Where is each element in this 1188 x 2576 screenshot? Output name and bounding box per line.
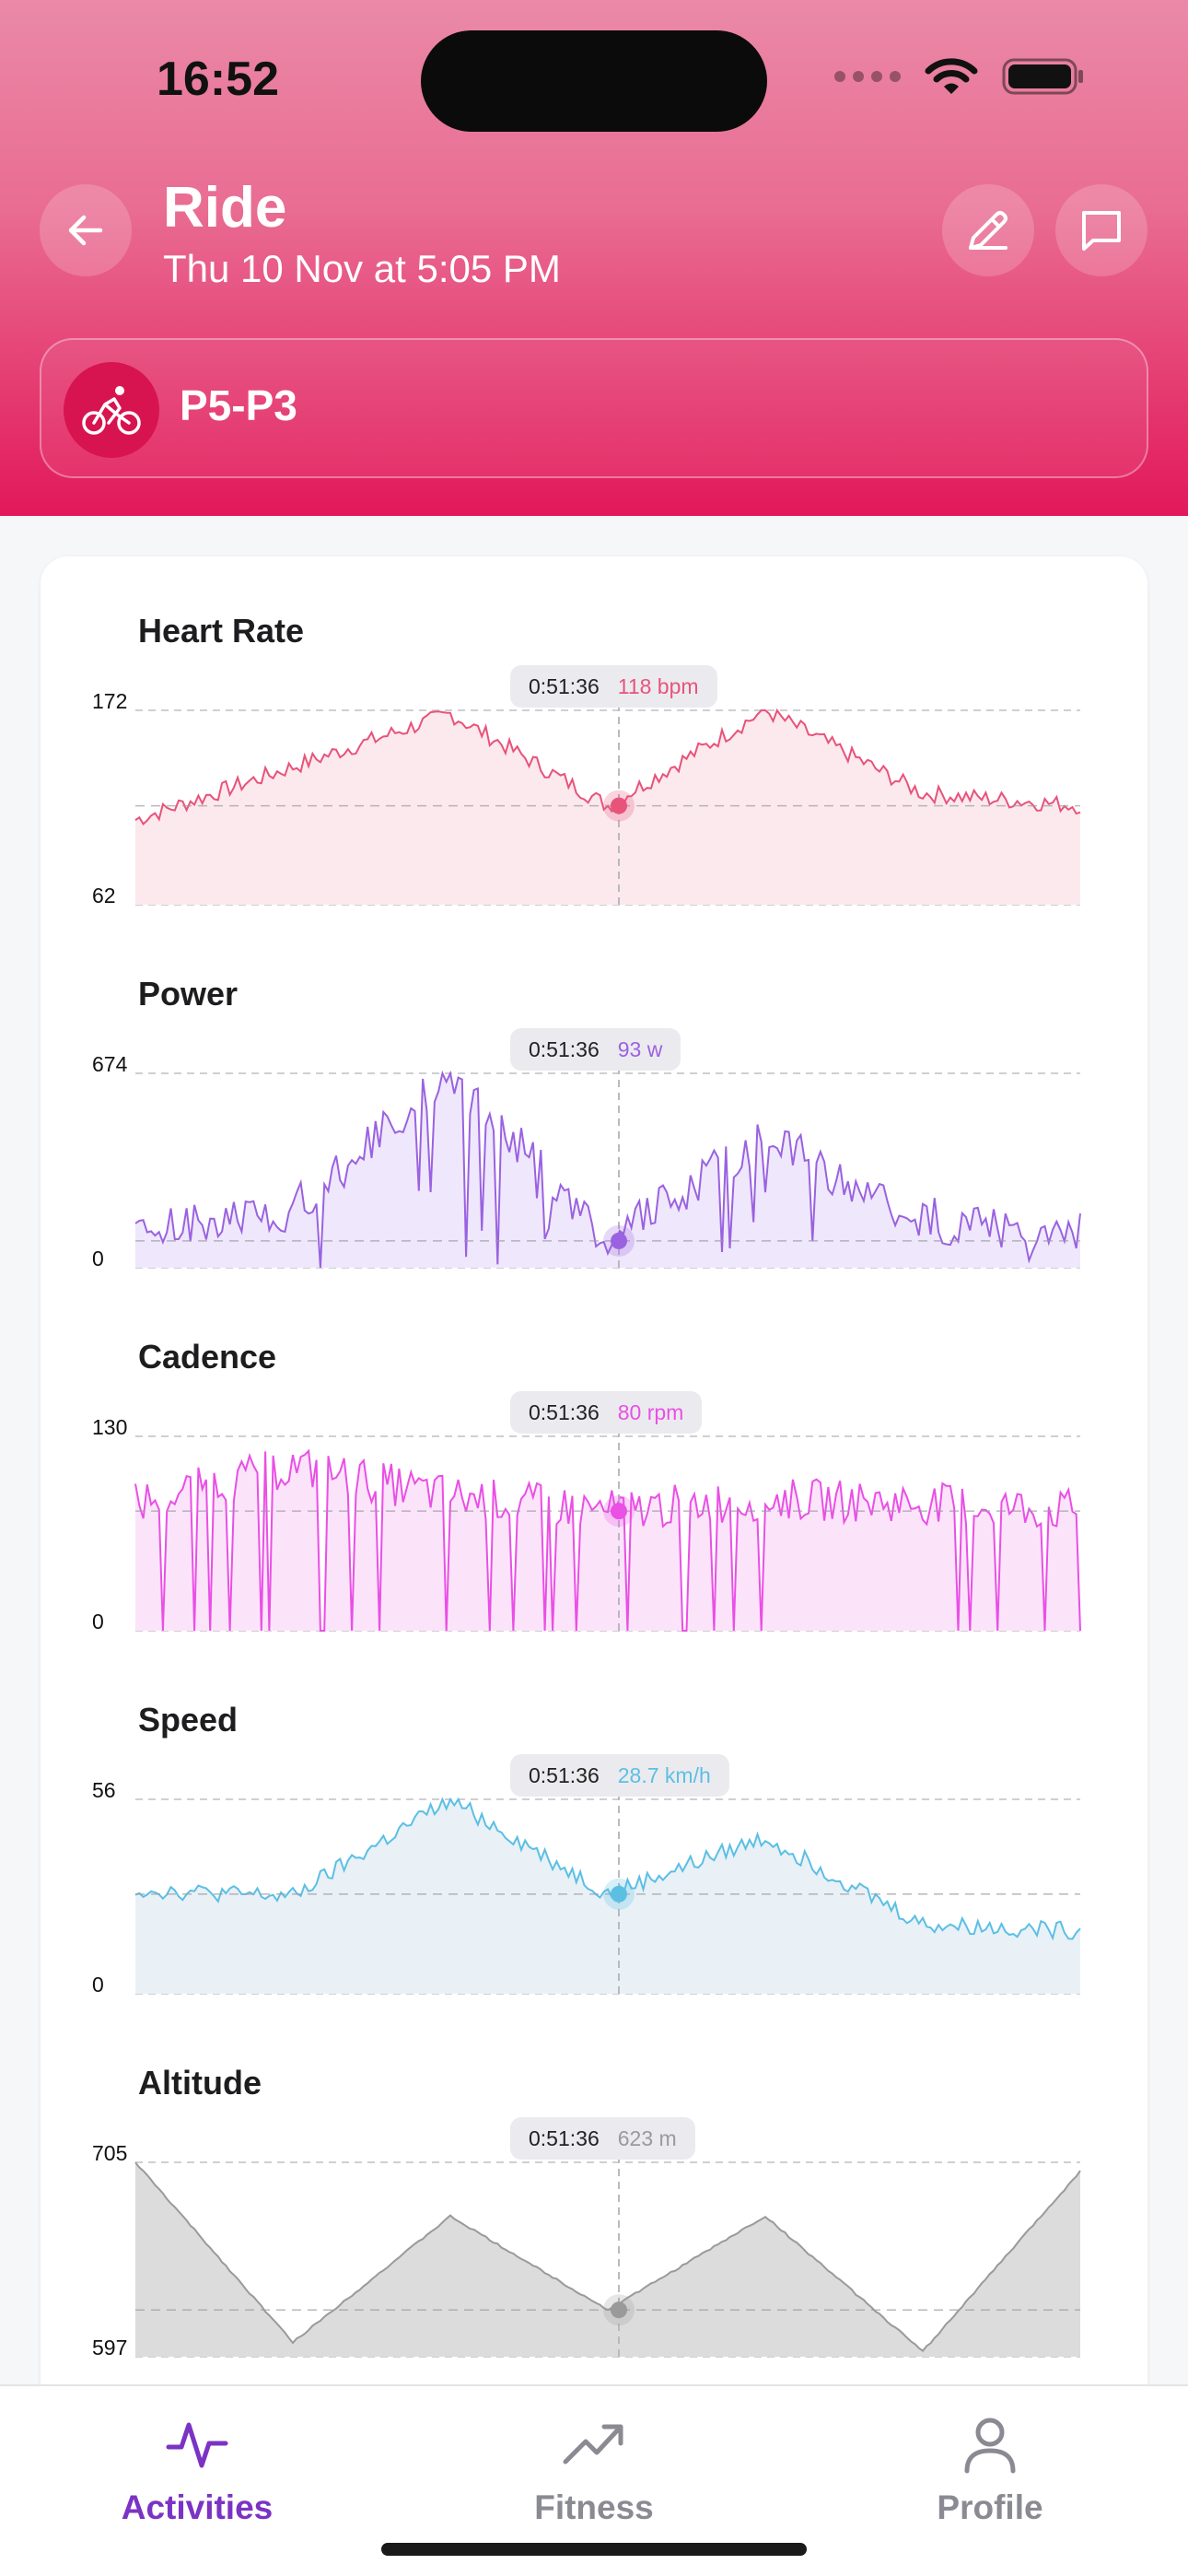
cursor-point [611,1885,627,1903]
gear-card[interactable]: P5-P3 [40,338,1148,478]
page-title: Ride [163,176,287,240]
tooltip-value: 28.7 km/h [617,1762,711,1787]
signal-dots-icon [834,71,901,82]
y-max-label: 130 [92,1415,128,1439]
comment-button[interactable] [1055,184,1147,276]
battery-icon [1002,58,1083,95]
y-min-label: 597 [92,2336,128,2359]
status-icons [834,57,1085,96]
tooltip-time: 0:51:36 [529,1762,600,1787]
chart-tooltip: 0:51:36 28.7 km/h [510,1754,729,1797]
chart-cadence[interactable]: Cadence 130 0 0:51:36 80 rpm [0,1338,1188,1701]
chart-title: Heart Rate [138,612,305,650]
wifi-icon [925,58,978,94]
y-min-label: 0 [92,1247,104,1270]
chart-plot [134,704,1081,910]
home-indicator [381,2543,807,2556]
y-max-label: 705 [92,2141,128,2165]
chart-speed[interactable]: Speed 56 0 0:51:36 28.7 km/h [0,1701,1188,2064]
tooltip-time: 0:51:36 [529,1036,600,1061]
edit-button[interactable] [942,184,1034,276]
activity-datetime: Thu 10 Nov at 5:05 PM [163,247,561,290]
chart-tooltip: 0:51:36 118 bpm [510,665,717,708]
y-min-label: 0 [92,1610,104,1633]
back-arrow-icon [68,215,103,246]
gear-name: P5-P3 [180,381,297,429]
back-button[interactable] [40,184,132,276]
chart-plot [134,2156,1081,2362]
gear-avatar [64,362,159,458]
series-line [134,1797,1081,1941]
tab-fitness[interactable]: Fitness [456,2412,732,2527]
tooltip-value: 118 bpm [617,673,699,698]
fitness-trend-icon [563,2424,623,2465]
tooltip-value: 93 w [617,1036,663,1061]
tooltip-time: 0:51:36 [529,2125,600,2150]
chart-heart-rate[interactable]: Heart Rate 172 62 0:51:36 118 bpm [0,612,1188,975]
series-area [135,710,1080,905]
series-area [135,2162,1080,2357]
series-area [135,1450,1080,1631]
cursor-point [611,1503,627,1520]
y-max-label: 172 [92,689,128,713]
chart-tooltip: 0:51:36 623 m [510,2117,695,2160]
chart-plot [134,1793,1081,1999]
chart-title: Speed [138,1701,239,1739]
dynamic-island [421,30,767,132]
chart-plot [134,1430,1081,1636]
chart-tooltip: 0:51:36 80 rpm [510,1391,703,1434]
chart-tooltip: 0:51:36 93 w [510,1028,681,1071]
y-max-label: 674 [92,1052,128,1076]
status-time: 16:52 [157,53,279,106]
tooltip-time: 0:51:36 [529,1399,600,1424]
profile-icon [964,2418,1016,2474]
edit-pencil-icon [969,211,1007,250]
y-min-label: 0 [92,1973,104,1996]
activity-header: 16:52 Ride Thu 10 Nov at 5:05 PM [0,0,1188,516]
tab-profile[interactable]: Profile [852,2412,1128,2527]
cursor-point [611,797,627,814]
tab-activities[interactable]: Activities [59,2412,335,2527]
tab-label: Profile [937,2488,1043,2526]
bicycle-icon [82,386,141,435]
y-max-label: 56 [92,1778,116,1802]
series-line [134,1070,1081,1268]
tab-label: Fitness [534,2488,654,2526]
activities-icon [166,2422,228,2468]
chart-plot [134,1067,1081,1273]
series-area [135,1799,1080,1994]
tooltip-value: 80 rpm [617,1399,684,1424]
chart-title: Altitude [138,2064,262,2102]
chart-power[interactable]: Power 674 0 0:51:36 93 w [0,975,1188,1338]
chart-altitude[interactable]: Altitude 705 597 0:51:36 623 m [0,2064,1188,2427]
tooltip-value: 623 m [617,2125,677,2150]
tooltip-time: 0:51:36 [529,673,600,698]
cursor-point [611,2301,627,2319]
chart-title: Cadence [138,1338,277,1376]
series-line [134,1448,1081,1632]
cursor-point [611,1232,627,1249]
y-min-label: 62 [92,884,116,907]
tab-label: Activities [121,2488,274,2526]
series-area [135,1073,1080,1268]
chart-title: Power [138,975,239,1013]
comment-icon [1082,211,1121,251]
